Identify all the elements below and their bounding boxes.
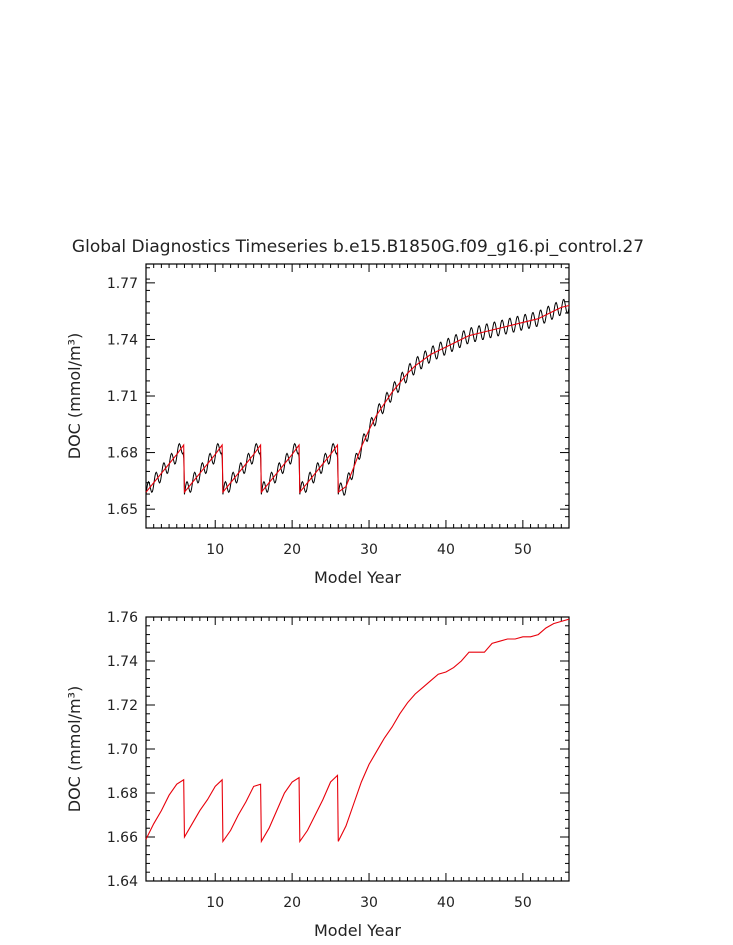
y-tick-label: 1.66 xyxy=(107,830,138,846)
x-tick-label: 50 xyxy=(514,542,532,558)
plot-frame xyxy=(145,616,570,882)
x-tick-label: 10 xyxy=(206,895,224,911)
y-tick-label: 1.77 xyxy=(107,276,138,292)
monthly-series-line xyxy=(145,298,570,496)
x-tick-label: 30 xyxy=(360,895,378,911)
x-tick-label: 50 xyxy=(514,895,532,911)
x-axis-label: Model Year xyxy=(314,921,401,940)
y-tick-label: 1.68 xyxy=(107,446,138,462)
y-tick-label: 1.70 xyxy=(107,742,138,758)
x-tick-label: 20 xyxy=(283,542,301,558)
y-tick-label: 1.71 xyxy=(107,389,138,405)
bottom-panel: 10 20 30 40 50 1.64 1.66 1.68 1.70 1.72 1.74 1.76 Mo… xyxy=(65,610,570,940)
y-tick-label: 1.76 xyxy=(107,610,138,626)
y-axis-label: DOC (mmol/m³) xyxy=(65,686,84,812)
x-axis-label: Model Year xyxy=(314,568,401,587)
y-axis-label: DOC (mmol/m³) xyxy=(65,333,84,459)
y-tick-label: 1.64 xyxy=(107,874,138,890)
top-panel: 10 20 30 40 50 1.65 1.68 1.71 1.74 1.77 Model Year… xyxy=(65,263,570,587)
x-tick-label: 40 xyxy=(437,542,455,558)
y-tick-label: 1.74 xyxy=(107,332,138,348)
y-tick-label: 1.68 xyxy=(107,786,138,802)
x-tick-label: 30 xyxy=(360,542,378,558)
plot-frame xyxy=(145,263,570,529)
y-tick-label: 1.72 xyxy=(107,698,138,714)
annual-series-line xyxy=(145,618,570,844)
x-tick-label: 10 xyxy=(206,542,224,558)
x-tick-label: 40 xyxy=(437,895,455,911)
y-tick-label: 1.65 xyxy=(107,502,138,518)
annual-series-line xyxy=(145,304,570,494)
y-tick-label: 1.74 xyxy=(107,654,138,670)
chart-title: Global Diagnostics Timeseries b.e15.B185… xyxy=(72,237,644,257)
x-tick-label: 20 xyxy=(283,895,301,911)
